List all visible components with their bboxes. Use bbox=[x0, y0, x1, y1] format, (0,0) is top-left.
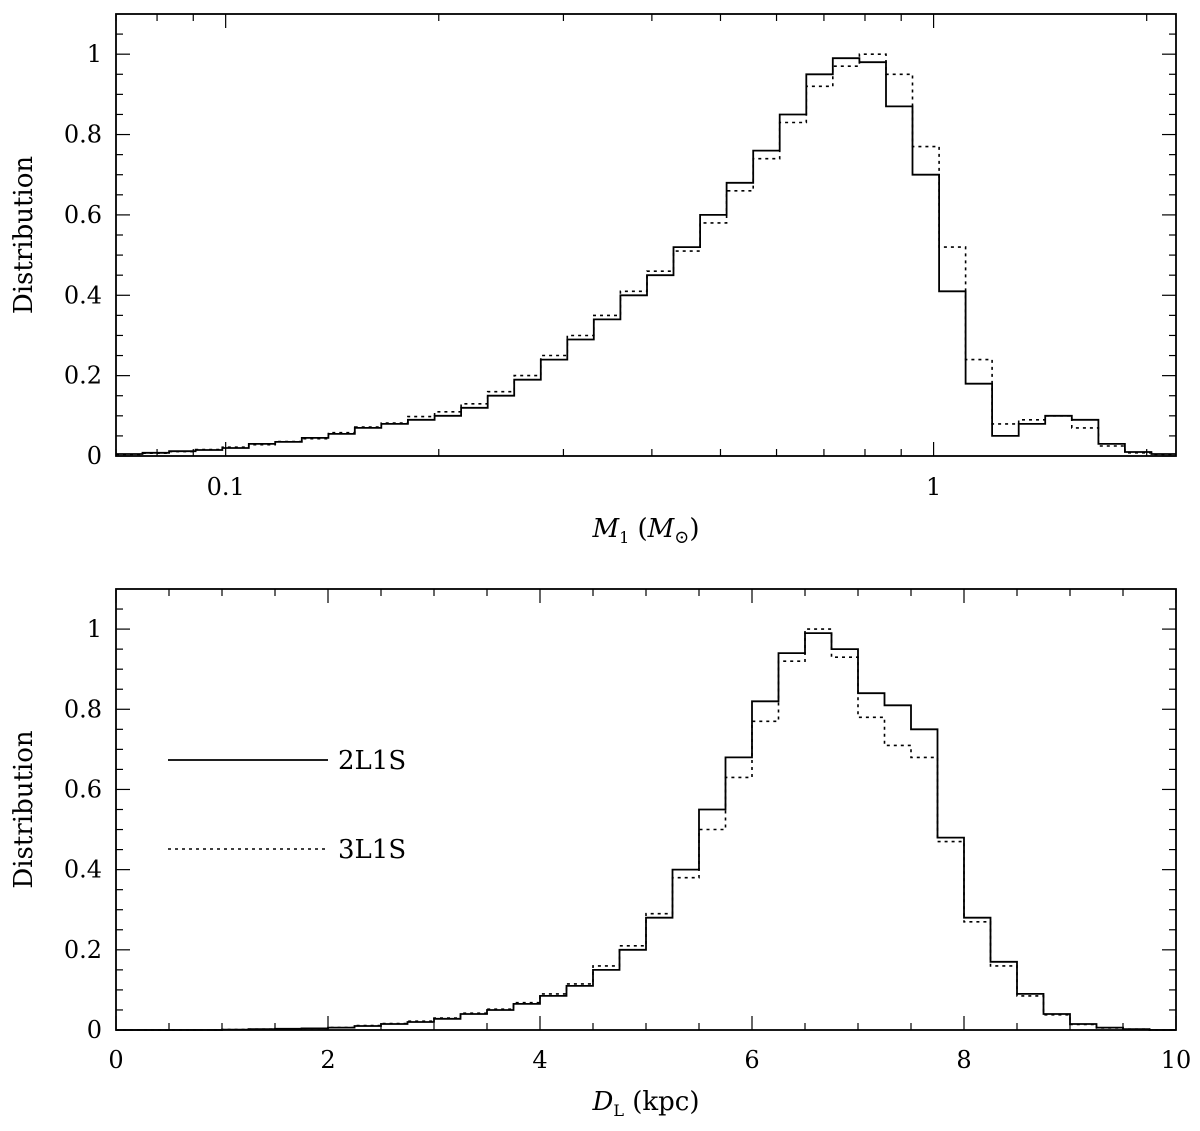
legend: 2L1S 3L1S bbox=[168, 746, 406, 865]
x-label-sub: L bbox=[613, 1101, 624, 1120]
plot-frame bbox=[115, 588, 1177, 1031]
x-label-unit-close: ) bbox=[689, 514, 699, 544]
x-tick-label: 2 bbox=[320, 1046, 335, 1074]
x-tick-label: 0 bbox=[108, 1046, 123, 1074]
plot-frame bbox=[115, 13, 1177, 457]
x-tick-label: 0.1 bbox=[207, 473, 245, 501]
x-tick-label: 10 bbox=[1161, 1046, 1192, 1074]
distance-distribution-panel: 0 2 4 6 8 10 0 0.2 0.4 0.6 0.8 1 Distribution DL (k… bbox=[9, 588, 1192, 1120]
x-label-main: D bbox=[592, 1087, 614, 1117]
y-tick-label: 0.2 bbox=[64, 362, 102, 390]
histogram-2l1s bbox=[116, 632, 1176, 1031]
x-label-unit-open: (kpc) bbox=[624, 1087, 700, 1117]
y-tick-label: 0.6 bbox=[64, 201, 102, 229]
histogram-3l1s bbox=[116, 628, 1176, 1031]
x-tick-label: 4 bbox=[532, 1046, 547, 1074]
histogram-3l1s bbox=[116, 53, 1176, 456]
y-tick-label: 0.8 bbox=[64, 695, 102, 723]
histogram-2l1s bbox=[116, 57, 1176, 455]
mass-distribution-panel: 0.1 100.20.40.60.81 Distribution M1 (M⊙) bbox=[9, 13, 1177, 548]
x-label-unit-sub: ⊙ bbox=[674, 527, 689, 548]
y-tick-label: 0 bbox=[87, 1016, 102, 1044]
x-tick-label: 1 bbox=[926, 473, 941, 501]
y-tick-label: 0.4 bbox=[64, 281, 102, 309]
y-tick-label: 1 bbox=[87, 40, 102, 68]
legend-label-3l1s: 3L1S bbox=[338, 835, 406, 865]
y-axis-label: Distribution bbox=[9, 156, 39, 315]
x-tick-label: 6 bbox=[744, 1046, 759, 1074]
y-tick-label: 0.8 bbox=[64, 121, 102, 149]
y-tick-label: 0.4 bbox=[64, 856, 102, 884]
x-label-unit-open: ( bbox=[629, 514, 647, 544]
x-tick-label: 8 bbox=[956, 1046, 971, 1074]
x-label-sub: 1 bbox=[619, 528, 629, 547]
y-tick-label: 1 bbox=[87, 615, 102, 643]
legend-label-2l1s: 2L1S bbox=[338, 746, 406, 776]
x-axis-label: M1 (M⊙) bbox=[591, 514, 699, 548]
x-axis-label: DL (kpc) bbox=[592, 1087, 700, 1120]
y-axis-label: Distribution bbox=[9, 730, 39, 889]
y-tick-label: 0.6 bbox=[64, 775, 102, 803]
x-label-unit: M bbox=[647, 514, 676, 544]
y-tick-label: 0.2 bbox=[64, 936, 102, 964]
y-tick-label: 0 bbox=[87, 442, 102, 470]
x-label-main: M bbox=[591, 514, 620, 544]
